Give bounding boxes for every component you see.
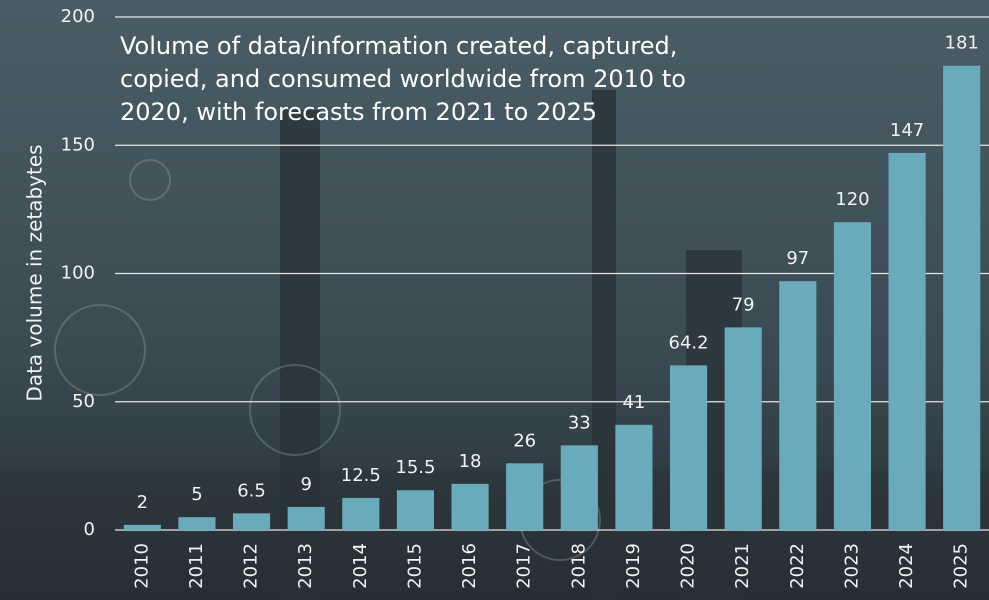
bar xyxy=(779,281,816,530)
x-tick-label: 2021 xyxy=(732,543,753,589)
chart-title: Volume of data/information created, capt… xyxy=(120,30,750,129)
x-tick-label: 2022 xyxy=(787,543,808,589)
x-tick-label: 2025 xyxy=(951,543,972,589)
x-tick-label: 2020 xyxy=(678,543,699,589)
value-label: 18 xyxy=(459,451,482,472)
x-tick-label: 2010 xyxy=(131,543,152,589)
y-axis-label: Data volume in zetabytes xyxy=(23,144,47,401)
x-tick-label: 2024 xyxy=(896,543,917,589)
y-tick-label: 150 xyxy=(61,134,95,155)
x-tick-label: 2014 xyxy=(350,543,371,589)
value-label: 33 xyxy=(568,412,591,433)
value-label: 15.5 xyxy=(395,457,435,478)
y-tick-label: 0 xyxy=(84,519,95,540)
bar xyxy=(506,463,543,530)
x-tick-label: 2013 xyxy=(295,543,316,589)
bar xyxy=(615,425,652,530)
bar xyxy=(834,222,871,530)
bar xyxy=(561,445,598,530)
bar xyxy=(288,507,325,530)
x-tick-label: 2023 xyxy=(841,543,862,589)
x-tick-label: 2019 xyxy=(623,543,644,589)
value-label: 41 xyxy=(622,392,645,413)
value-label: 2 xyxy=(137,492,148,513)
value-label: 64.2 xyxy=(669,332,709,353)
bar xyxy=(451,484,488,530)
x-tick-label: 2016 xyxy=(459,543,480,589)
x-tick-label: 2012 xyxy=(241,543,262,589)
y-tick-label: 200 xyxy=(61,6,95,27)
bar xyxy=(725,327,762,530)
y-tick-label: 100 xyxy=(61,263,95,284)
value-label: 5 xyxy=(191,484,202,505)
value-label: 12.5 xyxy=(341,465,381,486)
bar xyxy=(670,365,707,530)
value-label: 97 xyxy=(786,248,809,269)
bar xyxy=(233,513,270,530)
value-label: 147 xyxy=(890,120,924,141)
bar xyxy=(178,517,215,530)
bar xyxy=(888,153,925,530)
x-tick-label: 2017 xyxy=(514,543,535,589)
value-label: 9 xyxy=(300,474,311,495)
bar xyxy=(943,66,980,530)
x-tick-label: 2018 xyxy=(568,543,589,589)
value-label: 181 xyxy=(945,33,979,54)
value-label: 79 xyxy=(732,294,755,315)
bar xyxy=(342,498,379,530)
value-label: 6.5 xyxy=(237,480,266,501)
x-tick-label: 2015 xyxy=(404,543,425,589)
y-tick-label: 50 xyxy=(72,391,95,412)
bar xyxy=(397,490,434,530)
x-tick-label: 2011 xyxy=(186,543,207,589)
page: Data volume in zetabytes 0 50 100 150 200 201… xyxy=(0,0,989,600)
bar xyxy=(124,525,161,530)
value-label: 120 xyxy=(835,189,869,210)
value-label: 26 xyxy=(513,430,536,451)
